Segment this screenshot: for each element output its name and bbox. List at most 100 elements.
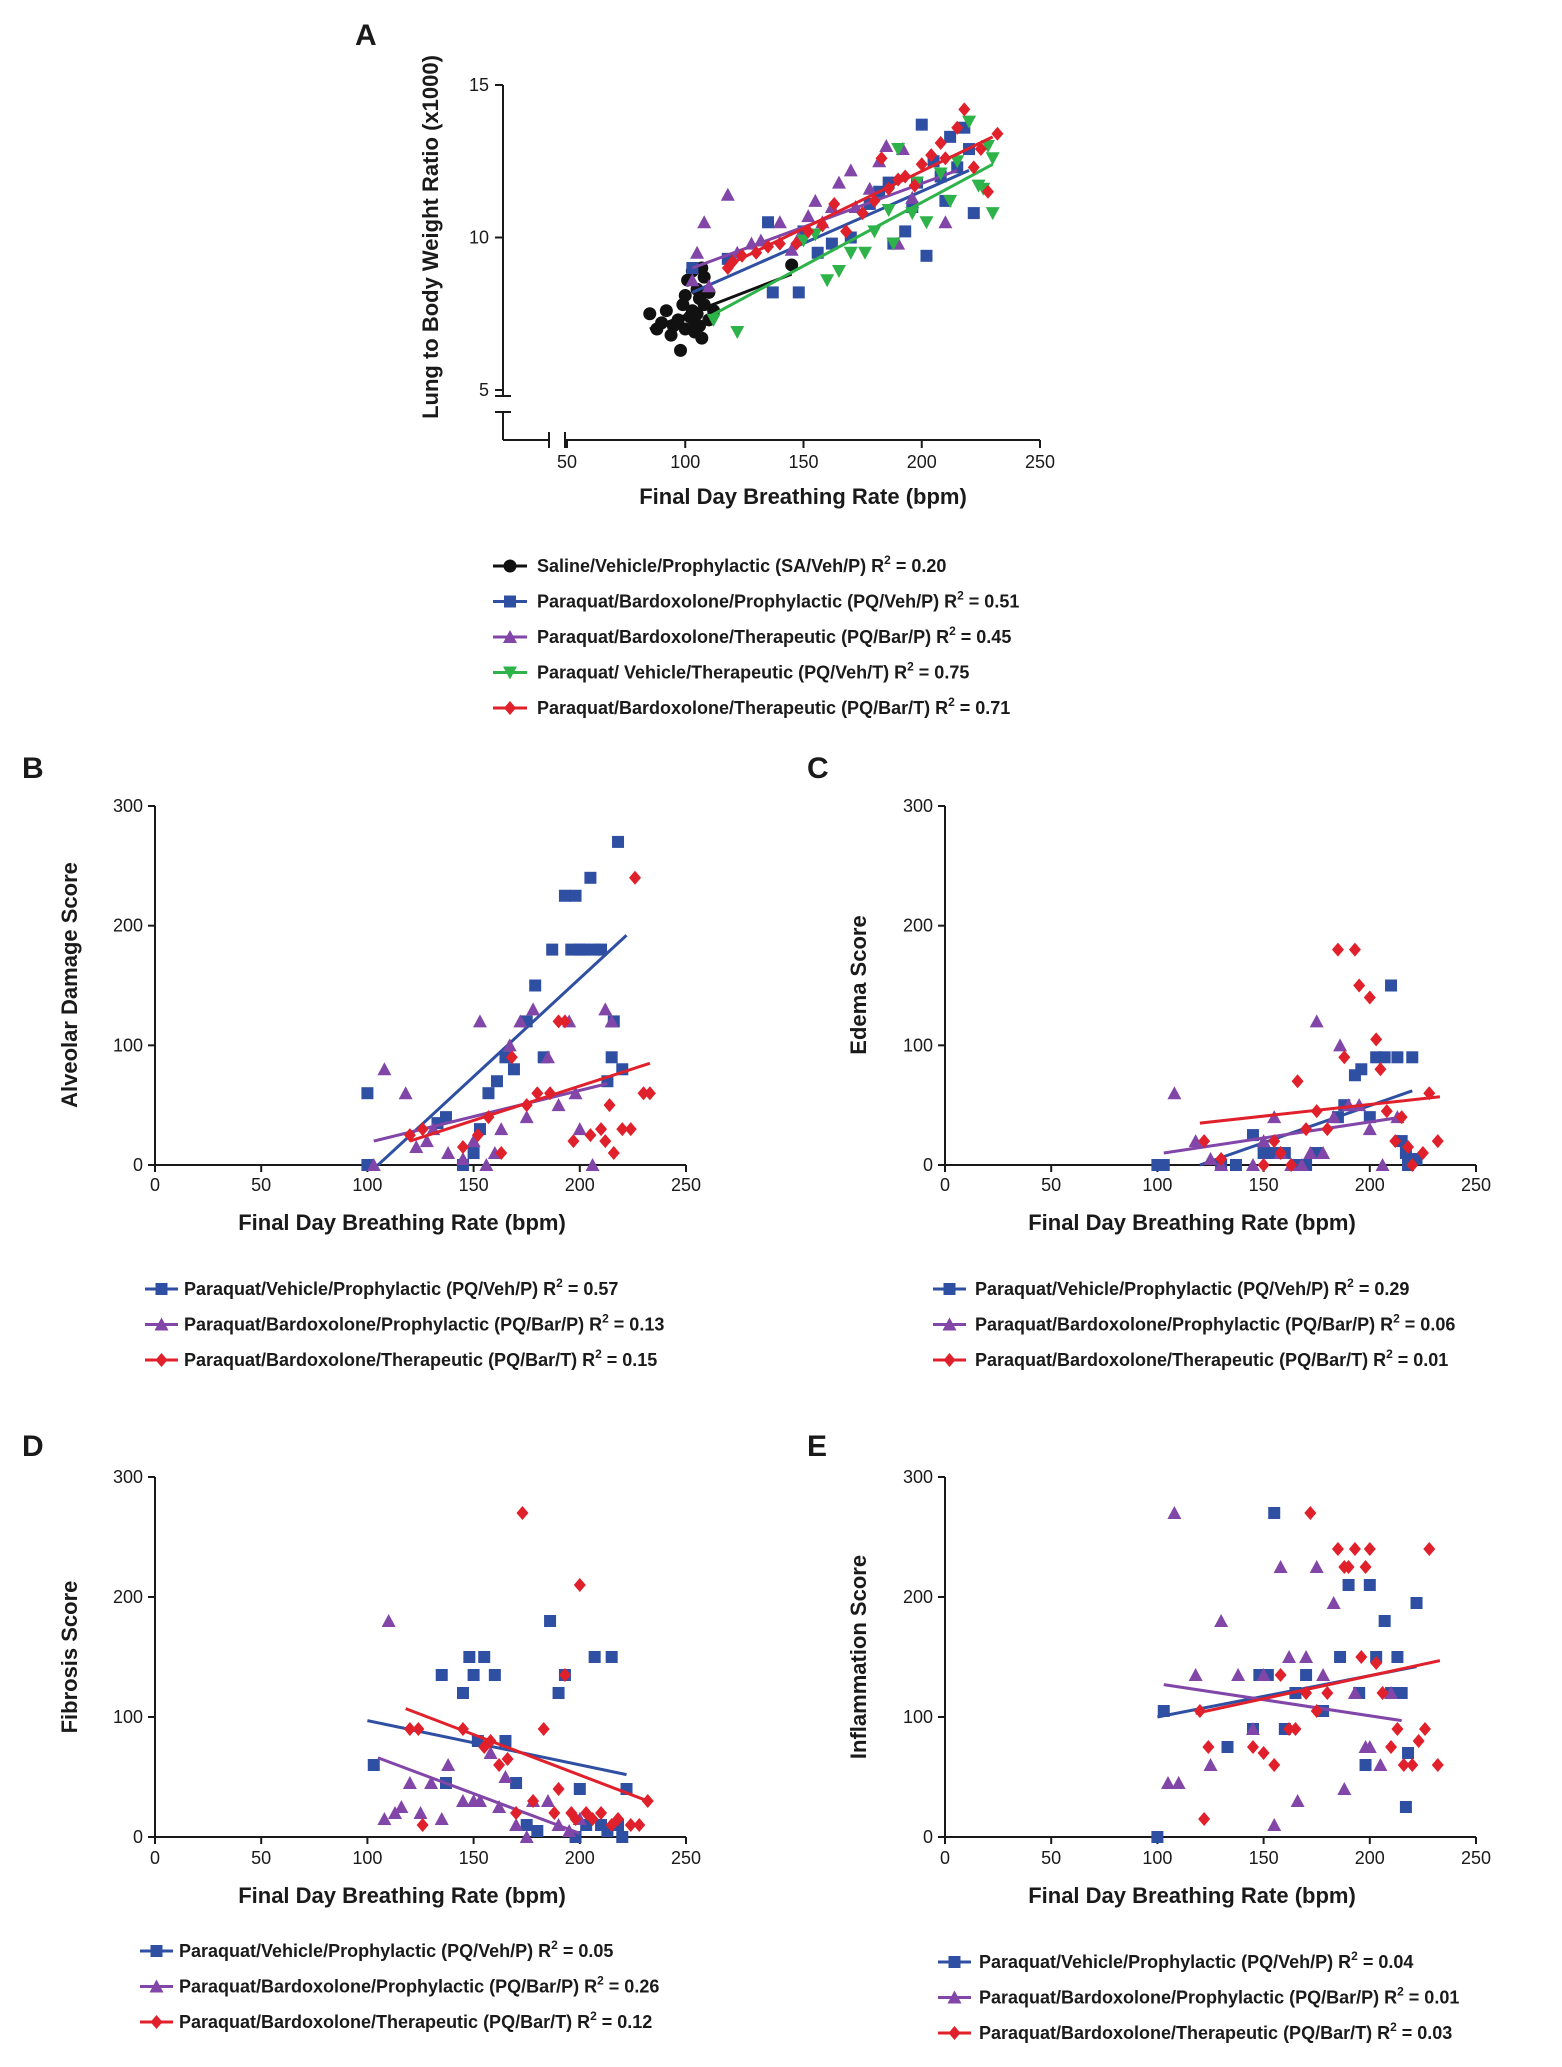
data-point — [526, 1002, 541, 1016]
x-tick-label: 100 — [1142, 1848, 1172, 1868]
data-point — [1171, 1776, 1186, 1789]
data-point — [467, 1147, 480, 1160]
data-point — [1395, 1687, 1408, 1699]
legend-item: Paraquat/Bardoxolone/Therapeutic (PQ/Bar… — [493, 624, 1011, 647]
data-point — [456, 1687, 469, 1699]
legend-label: Paraquat/Bardoxolone/Prophylactic (PQ/Ba… — [975, 1312, 1455, 1335]
legend-label: Paraquat/Bardoxolone/Therapeutic (PQ/Bar… — [179, 2009, 652, 2032]
data-point — [544, 1615, 557, 1627]
data-point — [685, 273, 700, 287]
x-tick-label: 250 — [1461, 1175, 1491, 1195]
data-point — [1406, 1051, 1419, 1064]
data-point — [1268, 1134, 1281, 1149]
data-point — [1355, 1650, 1368, 1664]
data-point — [1309, 1014, 1324, 1028]
y-tick-label: 200 — [113, 916, 143, 936]
data-point — [502, 1038, 517, 1052]
fit-line — [409, 1061, 651, 1143]
data-point — [569, 1812, 582, 1826]
data-point — [1304, 1506, 1317, 1520]
data-point — [1285, 1158, 1298, 1172]
data-point — [567, 1134, 580, 1149]
y-tick-label: 100 — [113, 1707, 143, 1727]
data-point — [455, 1152, 470, 1166]
x-tick-label: 200 — [565, 1175, 595, 1195]
legend-label: Paraquat/Bardoxolone/Therapeutic (PQ/Bar… — [979, 2020, 1452, 2043]
panel-letter: D — [22, 1430, 44, 1463]
x-tick-label: 50 — [251, 1848, 271, 1868]
data-point — [624, 1818, 637, 1832]
data-point — [624, 1122, 637, 1137]
series-pq-bar-t — [721, 102, 1004, 275]
data-point — [441, 1758, 456, 1771]
data-point — [868, 193, 881, 208]
data-point — [612, 835, 625, 848]
data-point — [1167, 1506, 1182, 1519]
y-tick-label: 0 — [923, 1155, 933, 1175]
data-point — [1229, 1159, 1242, 1171]
data-point — [1384, 1686, 1399, 1699]
data-point — [595, 1122, 608, 1137]
data-point — [531, 1825, 544, 1837]
data-point — [605, 1051, 618, 1064]
data-point — [801, 209, 816, 223]
y-tick-label: 300 — [113, 796, 143, 816]
legend-item: Paraquat/Bardoxolone/Prophylactic (PQ/Ba… — [140, 1974, 659, 1997]
data-point — [516, 1506, 529, 1520]
data-point — [548, 1806, 561, 1820]
x-tick-label: 50 — [1041, 1848, 1061, 1868]
data-point — [604, 1014, 619, 1028]
data-point — [828, 196, 841, 211]
data-point — [659, 304, 673, 318]
data-point — [1374, 1062, 1387, 1077]
data-point — [1375, 1158, 1390, 1171]
data-point — [976, 182, 991, 196]
y-tick-label: 100 — [113, 1035, 143, 1055]
data-point — [943, 194, 958, 208]
legend-marker — [155, 1283, 168, 1295]
data-point — [585, 1158, 600, 1171]
legend-label: Paraquat/ Vehicle/Therapeutic (PQ/Veh/T)… — [537, 660, 969, 683]
data-point — [843, 246, 858, 260]
data-point — [1348, 1542, 1361, 1556]
data-point — [394, 1800, 409, 1813]
data-point — [633, 1818, 646, 1832]
data-point — [510, 1806, 523, 1820]
legend-marker — [504, 595, 516, 608]
legend-item: Paraquat/Bardoxolone/Therapeutic (PQ/Bar… — [493, 695, 1010, 718]
data-point — [1431, 1758, 1444, 1772]
data-point — [498, 1770, 513, 1783]
data-point — [537, 1722, 550, 1736]
data-point — [1256, 1134, 1271, 1148]
legend-item: Paraquat/Bardoxolone/Prophylactic (PQ/Ba… — [938, 1985, 1459, 2008]
data-point — [578, 943, 591, 956]
data-point — [509, 1818, 524, 1831]
data-point — [505, 1050, 518, 1065]
legend-label: Paraquat/Vehicle/Prophylactic (PQ/Veh/P)… — [184, 1276, 618, 1299]
series-pq-veh-t — [706, 115, 1000, 340]
x-tick-label: 250 — [671, 1848, 701, 1868]
legend-label: Saline/Vehicle/Prophylactic (SA/Veh/P) R… — [537, 553, 946, 576]
data-point — [1333, 1038, 1348, 1052]
legend-label: Paraquat/Bardoxolone/Therapeutic (PQ/Bar… — [537, 695, 1010, 718]
axes — [148, 1476, 687, 1844]
data-point — [840, 224, 853, 239]
data-point — [1214, 1614, 1229, 1627]
data-point — [529, 979, 542, 992]
legend-marker — [150, 1945, 163, 1957]
data-point — [762, 216, 775, 229]
data-point — [455, 1794, 470, 1807]
data-point — [1370, 1032, 1383, 1047]
fit-line — [1163, 1683, 1402, 1723]
data-point — [1326, 1596, 1341, 1609]
x-tick-label: 150 — [459, 1848, 489, 1868]
legend-marker — [943, 1353, 956, 1367]
data-point — [1376, 1686, 1389, 1700]
y-tick-label: 15 — [469, 75, 489, 95]
data-point — [439, 1111, 452, 1124]
data-point — [441, 1146, 456, 1160]
axes — [938, 1476, 1477, 1844]
fit-line — [691, 169, 970, 294]
data-point — [697, 215, 712, 229]
